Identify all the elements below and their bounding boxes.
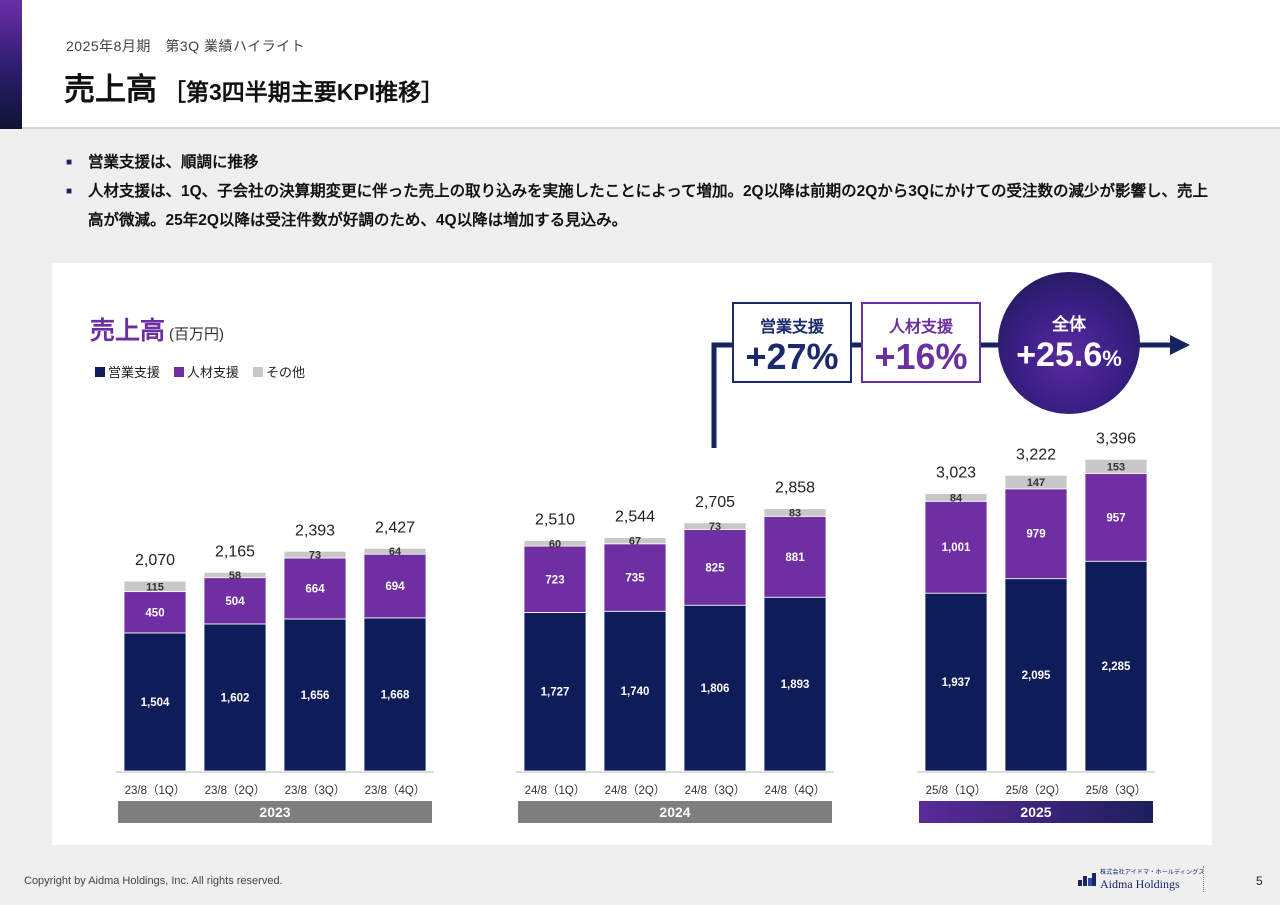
slide-title-main: 売上高 (64, 72, 157, 107)
footer-divider (1203, 866, 1204, 892)
sales-growth-badge: 営業支援 +27% (732, 302, 852, 383)
legend-swatch-hr (174, 366, 185, 377)
header-accent-bar (0, 0, 22, 129)
hr-growth-badge: 人材支援 +16% (861, 302, 981, 383)
legend-item-sales: 営業支援 (95, 362, 160, 381)
logo-small-text: 株式会社アイドマ・ホールディングス (1100, 870, 1205, 876)
bullet-list: ■ 営業支援は、順調に推移 ■ 人材支援は、1Q、子会社の決算期変更に伴った売上… (66, 148, 1216, 235)
chart-title-text: 売上高 (90, 317, 166, 345)
legend-item-hr: 人材支援 (174, 362, 239, 381)
page-number: 5 (1256, 874, 1263, 888)
chart-unit: (百万円) (169, 326, 225, 343)
company-logo: 株式会社アイドマ・ホールディングス Aidma Holdings (1078, 868, 1205, 890)
total-growth-label: 全体 (1052, 315, 1086, 334)
legend-label-hr: 人材支援 (187, 365, 240, 380)
copyright-text: Copyright by Aidma Holdings, Inc. All ri… (24, 875, 283, 887)
legend-swatch-sales (95, 366, 105, 377)
bullet-item: ■ 営業支援は、順調に推移 (66, 148, 1216, 177)
logo-blocks-icon (1078, 873, 1096, 886)
sales-growth-label: 営業支援 (759, 319, 824, 336)
bullet-text: 営業支援は、順調に推移 (88, 154, 259, 171)
chart-title: 売上高 (百万円) (90, 311, 224, 347)
bullet-text: 人材支援は、1Q、子会社の決算期変更に伴った売上の取り込みを実施したことによって… (88, 183, 1208, 229)
logo-text-wrap: 株式会社アイドマ・ホールディングス Aidma Holdings (1100, 868, 1205, 890)
hr-growth-value: +16% (874, 336, 968, 377)
total-growth-number: +25.6 (1016, 336, 1103, 374)
total-growth-pct: % (1102, 346, 1122, 371)
slide-title-sub: ［第3四半期主要KPI推移］ (163, 79, 445, 105)
legend-item-other: その他 (253, 362, 305, 381)
chart-legend: 営業支援 人材支援 その他 (95, 362, 319, 381)
square-bullet-icon: ■ (66, 186, 73, 197)
slide-title: 売上高 ［第3四半期主要KPI推移］ (64, 64, 444, 109)
total-growth-value: +25.6% (998, 335, 1140, 379)
sales-growth-value: +27% (745, 336, 839, 377)
bullet-item: ■ 人材支援は、1Q、子会社の決算期変更に伴った売上の取り込みを実施したことによ… (66, 177, 1216, 235)
legend-swatch-other (253, 366, 264, 377)
slide-subtitle: 2025年8月期 第3Q 業績ハイライト (66, 38, 306, 54)
logo-text: Aidma Holdings (1100, 877, 1180, 891)
legend-label-sales: 営業支援 (108, 365, 161, 380)
legend-label-other: その他 (266, 365, 306, 380)
total-growth-circle: 全体 +25.6% (998, 272, 1140, 414)
slide-header: 2025年8月期 第3Q 業績ハイライト 売上高 ［第3四半期主要KPI推移］ (0, 0, 1280, 129)
square-bullet-icon: ■ (66, 157, 73, 168)
hr-growth-label: 人材支援 (888, 319, 953, 336)
